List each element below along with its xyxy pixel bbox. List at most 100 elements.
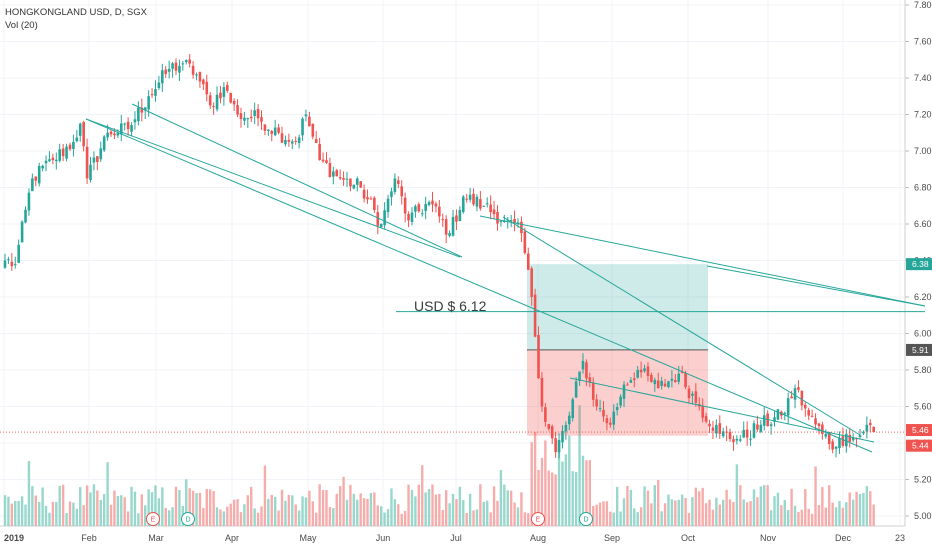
price-label bbox=[906, 343, 932, 356]
price-label bbox=[906, 439, 932, 452]
volume-bar bbox=[414, 496, 417, 526]
candle-body bbox=[222, 87, 226, 97]
candle-body bbox=[650, 374, 653, 382]
candle-body bbox=[472, 193, 475, 205]
candle-body bbox=[294, 140, 297, 142]
candle-body bbox=[318, 143, 321, 161]
candle-body bbox=[407, 214, 410, 221]
candle-body bbox=[243, 117, 246, 121]
volume-bar bbox=[615, 487, 619, 526]
y-tick-label: 6.60 bbox=[914, 219, 932, 229]
volume-bar bbox=[301, 496, 304, 526]
candle-body bbox=[797, 387, 800, 390]
volume-bar bbox=[232, 499, 236, 526]
candle-body bbox=[670, 378, 674, 381]
candle-body bbox=[475, 196, 479, 207]
candle-body bbox=[253, 110, 256, 117]
volume-bar bbox=[205, 489, 208, 526]
volume-bar bbox=[633, 508, 636, 526]
volume-bar bbox=[325, 490, 328, 526]
volume-bar bbox=[718, 504, 721, 526]
candle-body bbox=[458, 209, 462, 222]
candle-body bbox=[246, 117, 250, 120]
trend-line bbox=[85, 118, 873, 453]
candle-body bbox=[561, 431, 564, 443]
candle-body bbox=[694, 391, 698, 403]
volume-bar bbox=[427, 489, 431, 526]
volume-bar bbox=[421, 465, 424, 526]
price-label-text: 5.46 bbox=[912, 425, 929, 435]
profit-zone bbox=[527, 264, 708, 350]
candle-body bbox=[133, 119, 137, 123]
candle-body bbox=[588, 377, 592, 383]
volume-bar bbox=[188, 488, 191, 526]
volume-bar bbox=[492, 486, 496, 526]
volume-bar bbox=[851, 499, 855, 526]
volume-bar bbox=[773, 496, 776, 526]
price-axis[interactable]: 7.807.607.407.207.006.806.606.406.206.00… bbox=[905, 0, 932, 521]
volume-bar bbox=[574, 471, 578, 526]
candle-body bbox=[814, 418, 817, 425]
volume-bar bbox=[338, 486, 342, 526]
volume-bar bbox=[61, 484, 65, 526]
volume-bar bbox=[680, 494, 684, 526]
volume-bar bbox=[503, 484, 506, 526]
volume-bar bbox=[869, 491, 872, 526]
earnings-event-icon bbox=[146, 512, 160, 526]
candle-body bbox=[106, 132, 109, 138]
candle-body bbox=[492, 209, 496, 215]
volume-bar bbox=[468, 493, 472, 526]
candle-body bbox=[482, 205, 486, 207]
volume-bar bbox=[102, 493, 106, 526]
volume-bar bbox=[657, 479, 660, 526]
volume-bar bbox=[462, 500, 465, 526]
candle-body bbox=[34, 176, 38, 181]
candle-body bbox=[759, 424, 763, 432]
volume-bar bbox=[581, 455, 585, 526]
volume-bar bbox=[817, 505, 821, 526]
volume-bar bbox=[400, 513, 403, 526]
time-axis[interactable]: 2019 Feb Mar Apr May Jun Jul Aug Sep Oct Nov Dec 23 bbox=[4, 533, 905, 543]
volume-bar bbox=[178, 490, 181, 526]
candle-body bbox=[55, 159, 58, 162]
volume-bar bbox=[776, 492, 780, 526]
volume-bar bbox=[212, 491, 215, 526]
volume-bar bbox=[10, 503, 14, 526]
volume-bar bbox=[728, 499, 732, 526]
candle-body bbox=[31, 178, 34, 192]
candle-body bbox=[632, 378, 636, 380]
volume-bar bbox=[123, 497, 126, 526]
y-tick-label: 5.00 bbox=[914, 511, 932, 521]
volume-bar bbox=[239, 512, 243, 526]
candle-body bbox=[78, 123, 82, 136]
loss-zone bbox=[527, 349, 708, 436]
volume-bar bbox=[540, 457, 544, 526]
volume-bar bbox=[786, 509, 790, 526]
candle-body bbox=[615, 407, 619, 411]
candle-body bbox=[140, 107, 144, 113]
candle-body bbox=[72, 141, 75, 149]
volume-bar bbox=[366, 498, 369, 526]
volume-indicator-label[interactable]: Vol (20) bbox=[5, 20, 38, 31]
volume-bar bbox=[332, 508, 335, 526]
volume-bar bbox=[780, 505, 783, 526]
candle-body bbox=[591, 383, 595, 400]
candle-body bbox=[20, 221, 24, 243]
volume-bar bbox=[848, 492, 851, 526]
volume-bar bbox=[619, 511, 622, 526]
volume-bar bbox=[397, 504, 400, 526]
candle-body bbox=[369, 198, 373, 200]
volume-bar bbox=[407, 484, 410, 526]
candle-body bbox=[704, 416, 708, 422]
candle-body bbox=[311, 123, 315, 137]
y-tick-label: 5.20 bbox=[914, 475, 932, 485]
candle-body bbox=[332, 171, 335, 177]
volume-bar bbox=[294, 504, 297, 526]
price-label-text: 5.91 bbox=[912, 345, 929, 355]
volume-bar bbox=[674, 500, 677, 526]
volume-bar bbox=[315, 512, 318, 526]
candle-body bbox=[526, 253, 530, 270]
price-annotation: USD $ 6.12 bbox=[414, 298, 487, 314]
